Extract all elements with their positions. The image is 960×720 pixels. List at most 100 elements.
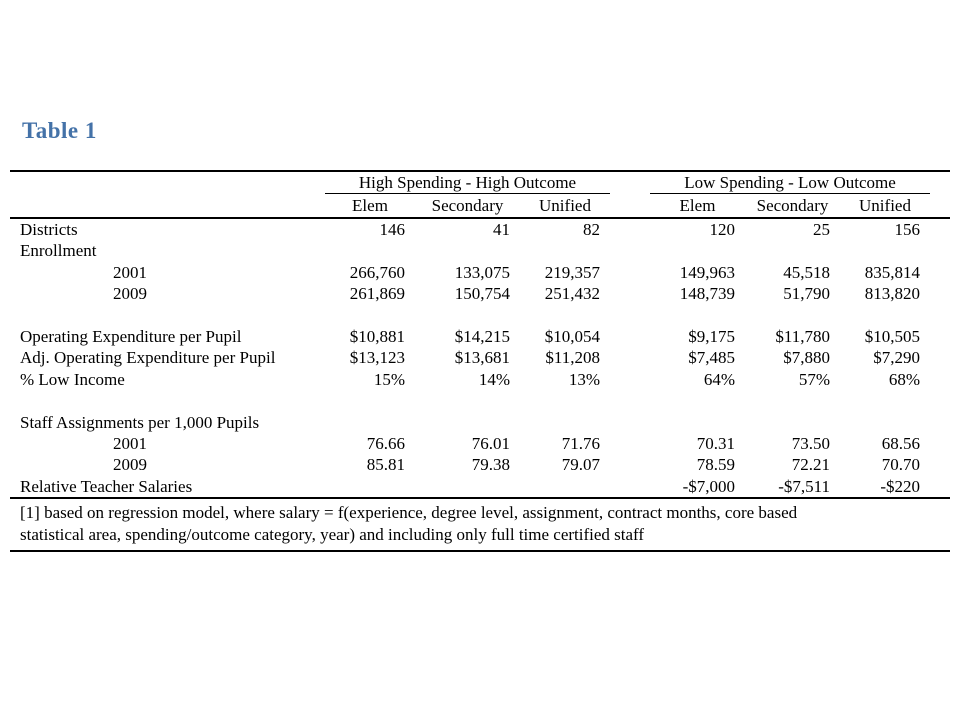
group-header-high-spending: High Spending - High Outcome: [325, 172, 610, 194]
table-footnote: [1] based on regression model, where sal…: [10, 497, 950, 553]
cell-value: 25: [813, 220, 830, 239]
spacer: [610, 476, 650, 497]
spacer: [610, 283, 650, 304]
cell-value: 51,790: [783, 284, 830, 304]
cell-value: 68.56: [881, 433, 920, 453]
cell-value: $7,290: [873, 348, 920, 368]
group-header-low-spending: Low Spending - Low Outcome: [650, 172, 930, 194]
row-label: Relative Teacher Salaries: [20, 476, 193, 496]
cell-value: [650, 390, 745, 411]
cell-value: 13%: [568, 369, 600, 389]
cell-value: [650, 412, 745, 433]
table-row: Enrollment: [10, 240, 950, 261]
row-label: [10, 390, 325, 411]
spacer: [610, 262, 650, 283]
cell-value: [325, 305, 415, 326]
cell-value: [745, 412, 840, 433]
data-table: High Spending - High Outcome Low Spendin…: [10, 170, 950, 553]
column-header-secondary-high: Secondary: [431, 196, 504, 215]
cell-value: 133,075: [454, 262, 510, 282]
cell-value: 85.81: [366, 455, 405, 475]
cell-value: $11,780: [775, 326, 830, 346]
cell-value: $14,215: [454, 326, 510, 346]
row-label: Operating Expenditure per Pupil: [20, 326, 242, 346]
cell-value: 73.50: [791, 433, 830, 453]
cell-value: [650, 240, 745, 261]
cell-value: 251,432: [544, 284, 600, 304]
table-row: Staff Assignments per 1,000 Pupils: [10, 412, 950, 433]
row-label: [10, 305, 325, 326]
cell-value: 70.70: [881, 455, 920, 475]
cell-value: $11,208: [545, 348, 600, 368]
cell-value: 813,820: [864, 284, 920, 304]
cell-value: 120: [709, 220, 736, 239]
cell-value: $10,054: [544, 326, 600, 346]
cell-value: $13,681: [454, 348, 510, 368]
cell-value: $10,881: [349, 326, 405, 346]
cell-value: 150,754: [454, 284, 510, 304]
cell-value: 219,357: [544, 262, 600, 282]
cell-value: 835,814: [864, 262, 920, 282]
cell-value: [325, 390, 415, 411]
cell-value: [840, 390, 930, 411]
spacer: [610, 347, 650, 368]
cell-value: [520, 476, 610, 497]
table-row: 2009 85.81 79.38 79.07 78.59 72.21 70.70: [10, 454, 950, 475]
cell-value: -$7,000: [682, 476, 735, 496]
cell-value: [745, 305, 840, 326]
cell-value: $9,175: [688, 326, 735, 346]
table-row: Districts 146 41 82 120 25 156: [10, 219, 950, 240]
cell-value: 148,739: [679, 284, 735, 304]
table-row: Adj. Operating Expenditure per Pupil $13,…: [10, 347, 950, 368]
row-label: Staff Assignments per 1,000 Pupils: [20, 412, 260, 432]
cell-value: [840, 240, 930, 261]
cell-value: -$7,511: [778, 476, 830, 496]
cell-value: [325, 240, 415, 261]
spacer: [610, 433, 650, 454]
table-body: Districts 146 41 82 120 25 156 Enrollment 2001 26…: [10, 219, 950, 497]
cell-value: 146: [379, 220, 406, 239]
table-row: % Low Income 15% 14% 13% 64% 57% 68%: [10, 369, 950, 390]
column-header-elem-high: Elem: [352, 196, 388, 215]
footnote-line-1: [1] based on regression model, where sal…: [20, 503, 798, 523]
cell-value: 57%: [798, 369, 830, 389]
row-label: 2001: [113, 433, 147, 453]
page-title: Table 1: [22, 118, 97, 143]
cell-value: $10,505: [864, 326, 920, 346]
cell-value: 79.07: [561, 455, 600, 475]
cell-value: 82: [583, 220, 600, 239]
column-header-unified-high: Unified: [539, 196, 591, 215]
table-row: Relative Teacher Salaries -$7,000 -$7,511 -…: [10, 476, 950, 497]
table-row: Operating Expenditure per Pupil $10,881 $1…: [10, 326, 950, 347]
cell-value: 76.01: [471, 433, 510, 453]
cell-value: 266,760: [349, 262, 405, 282]
footnote-line-2: statistical area, spending/outcome categ…: [20, 525, 645, 545]
cell-value: [520, 390, 610, 411]
cell-value: 15%: [373, 369, 405, 389]
cell-value: [520, 240, 610, 261]
table-column-header-row: Elem Secondary Unified Elem Secondary Unified: [10, 194, 950, 219]
table-row: [10, 390, 950, 411]
row-label: 2009: [113, 284, 147, 304]
cell-value: -$220: [880, 476, 920, 496]
cell-value: [840, 412, 930, 433]
cell-value: 76.66: [366, 433, 405, 453]
cell-value: 156: [894, 220, 921, 239]
table-row: 2009 261,869 150,754 251,432 148,739 51,790 81…: [10, 283, 950, 304]
cell-value: [325, 412, 415, 433]
cell-value: 71.76: [561, 433, 600, 453]
cell-value: 41: [493, 220, 510, 239]
cell-value: 261,869: [349, 284, 405, 304]
cell-value: [415, 240, 520, 261]
cell-value: 149,963: [679, 262, 735, 282]
column-header-unified-low: Unified: [859, 196, 911, 215]
cell-value: $7,485: [688, 348, 735, 368]
row-label: 2001: [113, 262, 147, 282]
cell-value: 72.21: [791, 455, 830, 475]
cell-value: [520, 305, 610, 326]
row-label: 2009: [113, 455, 147, 475]
spacer: [610, 219, 650, 240]
cell-value: 78.59: [696, 455, 735, 475]
spacer: [610, 194, 650, 217]
column-header-elem-low: Elem: [679, 196, 716, 215]
